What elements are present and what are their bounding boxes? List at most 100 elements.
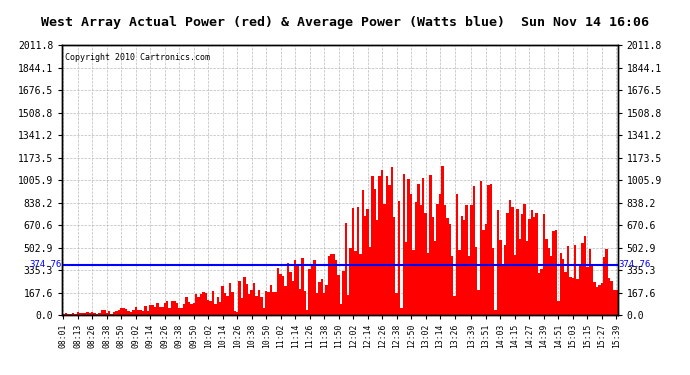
Bar bbox=[255, 297, 258, 315]
Bar bbox=[511, 207, 513, 315]
Bar bbox=[613, 290, 615, 315]
Bar bbox=[540, 268, 542, 315]
Bar bbox=[260, 297, 262, 315]
Bar bbox=[142, 310, 144, 315]
Bar bbox=[316, 293, 318, 315]
Bar bbox=[168, 308, 170, 315]
Bar bbox=[374, 189, 376, 315]
Bar bbox=[477, 290, 480, 315]
Bar bbox=[233, 310, 236, 315]
Bar bbox=[571, 278, 574, 315]
Bar bbox=[362, 190, 364, 315]
Bar bbox=[120, 308, 123, 315]
Bar bbox=[545, 239, 548, 315]
Bar bbox=[393, 217, 395, 315]
Bar bbox=[257, 290, 260, 315]
Bar bbox=[405, 242, 407, 315]
Bar bbox=[299, 289, 301, 315]
Bar bbox=[584, 236, 586, 315]
Bar bbox=[562, 260, 564, 315]
Bar bbox=[291, 281, 294, 315]
Bar bbox=[132, 309, 135, 315]
Bar bbox=[294, 261, 297, 315]
Bar bbox=[166, 301, 168, 315]
Bar bbox=[306, 310, 308, 315]
Bar bbox=[268, 292, 270, 315]
Bar bbox=[473, 186, 475, 315]
Bar bbox=[579, 264, 581, 315]
Bar bbox=[282, 276, 284, 315]
Bar bbox=[250, 290, 253, 315]
Bar bbox=[183, 304, 185, 315]
Bar bbox=[347, 295, 350, 315]
Bar bbox=[221, 286, 224, 315]
Text: Copyright 2010 Cartronics.com: Copyright 2010 Cartronics.com bbox=[65, 53, 210, 62]
Bar bbox=[65, 313, 67, 315]
Bar bbox=[217, 297, 219, 315]
Bar bbox=[81, 313, 84, 315]
Bar bbox=[368, 247, 371, 315]
Bar bbox=[175, 303, 178, 315]
Bar bbox=[364, 216, 366, 315]
Bar bbox=[72, 313, 75, 315]
Bar bbox=[608, 278, 610, 315]
Bar bbox=[200, 294, 202, 315]
Bar bbox=[144, 306, 146, 315]
Bar bbox=[448, 224, 451, 315]
Bar bbox=[484, 224, 487, 315]
Bar bbox=[422, 178, 424, 315]
Bar bbox=[108, 311, 110, 315]
Bar bbox=[442, 166, 444, 315]
Bar bbox=[386, 176, 388, 315]
Bar bbox=[516, 209, 519, 315]
Bar bbox=[152, 304, 154, 315]
Bar bbox=[379, 176, 381, 315]
Bar bbox=[490, 184, 492, 315]
Bar bbox=[202, 292, 205, 315]
Bar bbox=[591, 266, 593, 315]
Bar bbox=[429, 175, 432, 315]
Bar bbox=[606, 249, 608, 315]
Bar bbox=[506, 213, 509, 315]
Bar bbox=[434, 241, 437, 315]
Bar bbox=[550, 256, 552, 315]
Bar bbox=[98, 313, 101, 315]
Bar bbox=[326, 285, 328, 315]
Bar bbox=[426, 253, 429, 315]
Bar bbox=[455, 194, 458, 315]
Bar bbox=[444, 205, 446, 315]
Bar bbox=[335, 260, 337, 315]
Bar bbox=[289, 272, 292, 315]
Bar bbox=[533, 217, 535, 315]
Bar bbox=[420, 205, 422, 315]
Bar bbox=[564, 272, 566, 315]
Bar bbox=[535, 213, 538, 315]
Bar bbox=[236, 312, 239, 315]
Bar bbox=[188, 302, 190, 315]
Bar bbox=[226, 296, 228, 315]
Bar bbox=[577, 279, 579, 315]
Bar bbox=[509, 200, 511, 315]
Bar bbox=[117, 310, 120, 315]
Bar bbox=[521, 214, 523, 315]
Bar bbox=[581, 243, 584, 315]
Bar bbox=[475, 247, 477, 315]
Bar bbox=[504, 244, 506, 315]
Bar bbox=[318, 282, 320, 315]
Bar bbox=[130, 312, 132, 315]
Bar bbox=[487, 184, 490, 315]
Bar bbox=[492, 248, 494, 315]
Bar bbox=[611, 281, 613, 315]
Bar bbox=[468, 256, 471, 315]
Bar bbox=[513, 255, 516, 315]
Bar bbox=[555, 231, 558, 315]
Bar bbox=[88, 313, 91, 315]
Bar bbox=[304, 291, 306, 315]
Bar bbox=[265, 291, 268, 315]
Bar bbox=[297, 264, 299, 315]
Bar bbox=[275, 292, 277, 315]
Bar bbox=[110, 314, 113, 315]
Bar bbox=[229, 283, 231, 315]
Bar bbox=[432, 216, 434, 315]
Bar bbox=[262, 308, 265, 315]
